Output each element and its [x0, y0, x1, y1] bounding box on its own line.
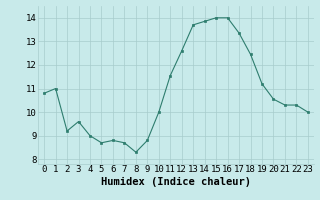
- X-axis label: Humidex (Indice chaleur): Humidex (Indice chaleur): [101, 177, 251, 187]
